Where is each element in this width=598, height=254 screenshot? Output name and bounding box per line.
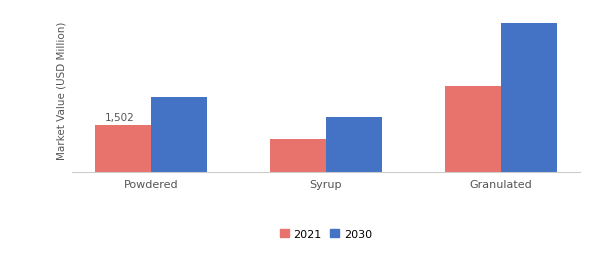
Bar [326, 117, 382, 173]
Bar [270, 139, 326, 173]
Y-axis label: Market Value (USD Million): Market Value (USD Million) [56, 21, 66, 159]
Legend: 2021, 2030: 2021, 2030 [276, 225, 376, 243]
Bar [95, 125, 151, 173]
Text: 1,502: 1,502 [105, 113, 134, 122]
Bar [501, 23, 557, 173]
Bar [445, 87, 501, 173]
Bar [151, 98, 207, 173]
